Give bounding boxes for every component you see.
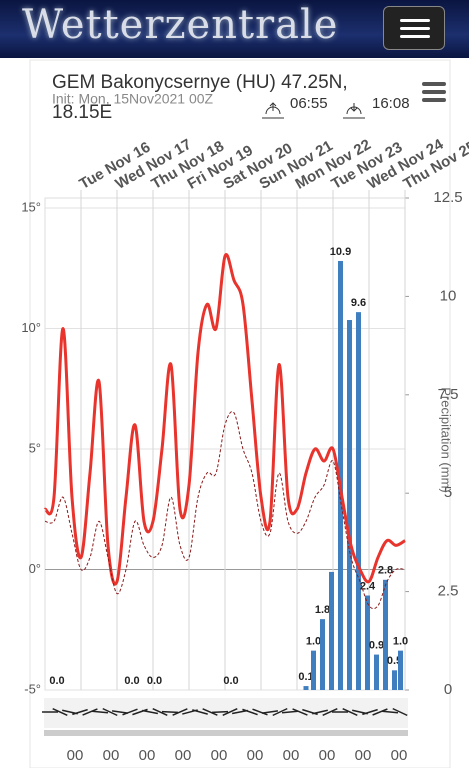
bar-label: 0.1 <box>298 671 313 683</box>
wind-arrow <box>322 708 338 716</box>
wind-arrow <box>161 710 179 714</box>
wind-arrow <box>141 709 159 715</box>
hour-label: 00 <box>319 747 336 764</box>
dewpoint-line <box>44 411 406 610</box>
wind-arrow <box>132 708 148 716</box>
wind-arrow <box>261 710 279 714</box>
bar-label: 0.9 <box>369 639 384 651</box>
bar <box>347 320 352 690</box>
subtitle: Init: Mon, 15Nov2021 00Z <box>52 91 214 107</box>
bar <box>320 619 325 690</box>
bar <box>398 650 403 690</box>
wind-arrow <box>82 708 98 716</box>
sunrise-icon <box>262 102 284 119</box>
hour-label: 00 <box>283 747 300 764</box>
wind-arrow <box>72 708 88 716</box>
bar-label: 1.0 <box>393 636 408 648</box>
y-tick-label: 15° <box>21 199 41 214</box>
bar-label: 0.0 <box>223 675 238 687</box>
bar <box>338 260 343 690</box>
logo[interactable]: Wetterzentrale <box>22 2 339 48</box>
bar-label: 9.6 <box>351 297 366 309</box>
y2-tick-label: 2.5 <box>438 583 459 600</box>
wind-arrow <box>392 707 408 717</box>
y2-axis-title: Precipitation (mm) <box>439 387 454 492</box>
y2-tick-label: 12.5 <box>433 189 462 206</box>
wind-arrow <box>102 707 118 717</box>
wind-arrow <box>272 707 288 717</box>
wind-arrow <box>192 709 208 715</box>
wind-arrow <box>252 708 268 716</box>
bar-label: 2.4 <box>360 580 376 592</box>
bar-label: 10.9 <box>330 246 351 258</box>
wind-arrow <box>211 710 229 714</box>
wind-arrow <box>152 707 168 717</box>
hour-label: 00 <box>139 747 156 764</box>
wind-arrow <box>202 708 218 716</box>
wind-arrow <box>222 707 238 717</box>
temperature-line <box>43 253 406 586</box>
wind-arrow <box>281 710 299 714</box>
bar <box>329 571 334 690</box>
wind-arrow <box>91 710 109 714</box>
bar <box>356 312 361 690</box>
bar-label: 0.0 <box>147 675 162 687</box>
y-tick-label: 0° <box>29 561 41 576</box>
wind-arrow <box>381 710 399 714</box>
y-tick-label: 5° <box>29 440 41 455</box>
bar-label: 1.0 <box>306 636 321 648</box>
bar-label: 0.0 <box>124 675 139 687</box>
bar <box>303 686 309 690</box>
bar <box>374 654 379 690</box>
wind-arrow <box>52 708 68 716</box>
wind-arrow <box>372 708 388 716</box>
wind-arrow <box>242 708 258 716</box>
chart-card <box>29 59 451 768</box>
hour-label: 00 <box>211 747 228 764</box>
y2-tick-label: 0 <box>444 681 452 698</box>
hour-label: 00 <box>247 747 264 764</box>
wind-bar <box>44 730 408 736</box>
sunset: 16:08 <box>372 95 410 112</box>
hour-label: 00 <box>391 747 408 764</box>
wind-arrow <box>312 709 328 715</box>
wind-arrow <box>172 708 188 716</box>
chart-title: GEM Bakonycsernye (HU) 47.25N, 18.15E <box>52 72 348 123</box>
y2-tick-label: 5 <box>444 484 452 501</box>
bar-label: 2.8 <box>378 565 393 577</box>
sunset-icon <box>343 103 365 119</box>
wind-arrow <box>342 708 358 716</box>
bar-label: 1.8 <box>315 604 330 616</box>
y-tick-label: -5° <box>24 681 41 696</box>
hour-label: 00 <box>67 747 84 764</box>
bar-label: 0.0 <box>49 675 64 687</box>
bar <box>392 670 397 690</box>
hour-label: 00 <box>355 747 372 764</box>
wind-arrow <box>122 708 138 716</box>
hour-label: 00 <box>175 747 192 764</box>
sunrise: 06:55 <box>290 95 328 112</box>
menu-button[interactable] <box>383 6 445 50</box>
wind-arrow <box>111 710 129 714</box>
y-tick-label: 10° <box>21 320 41 335</box>
y2-tick-label: 7.5 <box>438 386 459 403</box>
bar <box>311 650 316 690</box>
bar <box>365 595 370 690</box>
y2-tick-label: 10 <box>440 287 457 304</box>
bar <box>383 579 388 690</box>
hour-label: 00 <box>103 747 120 764</box>
chart-menu[interactable] <box>422 82 446 102</box>
header: Wetterzentrale <box>0 0 469 58</box>
wind-arrow <box>362 708 378 716</box>
wind-arrow <box>292 708 308 716</box>
